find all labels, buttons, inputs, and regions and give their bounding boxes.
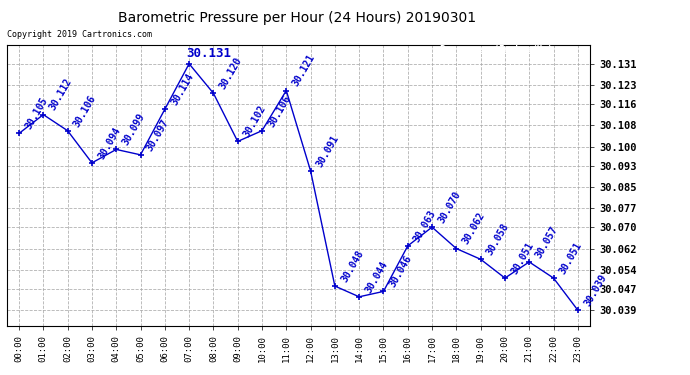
Text: 30.051: 30.051	[558, 240, 584, 276]
Text: 30.094: 30.094	[96, 125, 122, 161]
Text: 30.048: 30.048	[339, 248, 365, 284]
Text: 30.106: 30.106	[266, 93, 293, 129]
Text: 30.057: 30.057	[533, 224, 560, 260]
Text: 30.044: 30.044	[364, 259, 390, 295]
Text: Barometric Pressure per Hour (24 Hours) 20190301: Barometric Pressure per Hour (24 Hours) …	[117, 11, 476, 25]
Text: 30.063: 30.063	[412, 208, 438, 244]
Text: 30.120: 30.120	[217, 56, 244, 91]
Text: 30.051: 30.051	[509, 240, 535, 276]
Text: 30.039: 30.039	[582, 273, 609, 308]
Text: 30.121: 30.121	[290, 53, 317, 88]
Text: 30.106: 30.106	[72, 93, 98, 129]
Text: Copyright 2019 Cartronics.com: Copyright 2019 Cartronics.com	[7, 30, 152, 39]
Text: 30.105: 30.105	[23, 96, 50, 131]
Text: 30.112: 30.112	[48, 77, 74, 112]
Text: 30.091: 30.091	[315, 133, 341, 169]
Text: 30.058: 30.058	[485, 222, 511, 257]
Text: 30.114: 30.114	[169, 72, 195, 107]
Text: 30.102: 30.102	[242, 104, 268, 139]
Text: 30.099: 30.099	[120, 112, 147, 147]
Text: 30.097: 30.097	[145, 117, 171, 153]
Text: 30.046: 30.046	[388, 254, 414, 289]
Text: 30.070: 30.070	[436, 189, 462, 225]
Text: 30.062: 30.062	[460, 211, 486, 246]
Text: 30.131: 30.131	[186, 47, 231, 60]
